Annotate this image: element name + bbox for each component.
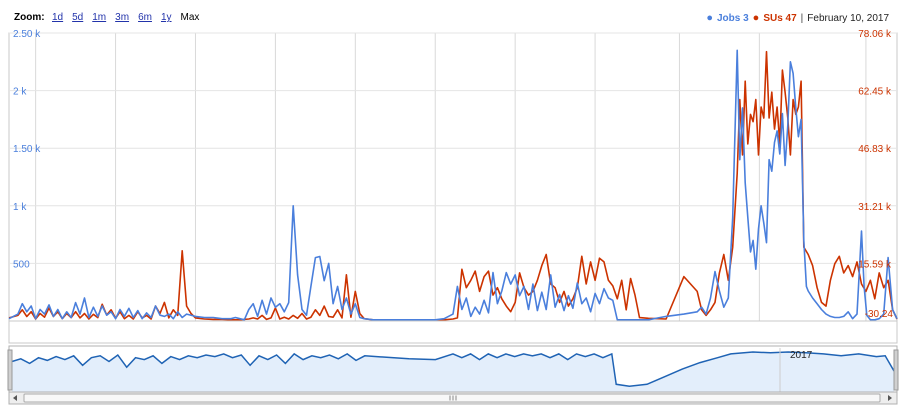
navigator-year-label: 2017 (790, 350, 813, 361)
series-lines (8, 49, 898, 321)
y-right-tick-label: 31.21 k (858, 202, 892, 213)
zoom-options: 1d 5d 1m 3m 6m 1y Max (52, 12, 199, 23)
scroll-left-icon[interactable] (13, 395, 17, 401)
zoom-1m[interactable]: 1m (92, 12, 107, 23)
jobs-legend-dot-icon: ● (706, 12, 713, 24)
vertical-grid (35, 33, 867, 321)
legend-jobs: Jobs 3 (716, 12, 749, 24)
legend-sus: SUs 47 (763, 12, 797, 24)
navigator-right-handle[interactable] (893, 349, 899, 391)
zoom-3m[interactable]: 3m (115, 12, 130, 23)
series-line-jobs (8, 49, 898, 321)
y-right-tick-label: 15.59 k (858, 259, 892, 270)
y-left-tick-label: 2 k (13, 87, 27, 98)
navigator-left-handle[interactable] (7, 349, 13, 391)
navigator-line (11, 351, 895, 387)
zoom-1y[interactable]: 1y (160, 12, 172, 23)
zoom-5d[interactable]: 5d (72, 12, 84, 23)
y-right-min-label: -30.24 (865, 309, 894, 320)
series-line-sus (8, 50, 898, 321)
y-left-tick-label: 1.50 k (13, 144, 41, 155)
plot-area (8, 32, 898, 322)
right-axis-labels: 15.59 k 31.21 k 46.83 k 62.45 k 78.06 k -30.2… (858, 29, 893, 320)
horizontal-grid (9, 32, 897, 264)
x-axis-strip (8, 320, 898, 344)
zoom-max[interactable]: Max (180, 12, 200, 23)
scrollbar-thumb[interactable] (23, 393, 881, 403)
navigator-area (12, 352, 894, 392)
zoom-1d[interactable]: 1d (52, 12, 64, 23)
zoom-label: Zoom: (14, 12, 45, 23)
legend-date: February 10, 2017 (807, 12, 889, 24)
y-right-tick-label: 78.06 k (858, 29, 892, 40)
sus-legend-dot-icon: ● (752, 12, 760, 24)
left-axis-labels: 500 1 k 1.50 k 2 k 2.50 k (13, 29, 41, 270)
range-navigator[interactable]: 2017 (7, 345, 899, 405)
y-left-tick-label: 1 k (13, 202, 27, 213)
y-right-tick-label: 62.45 k (858, 87, 892, 98)
y-left-tick-label: 500 (13, 259, 30, 270)
y-left-tick-label: 2.50 k (13, 29, 41, 40)
y-right-tick-label: 46.83 k (858, 144, 892, 155)
legend-separator: | (800, 12, 804, 24)
zoom-6m[interactable]: 6m (138, 12, 152, 23)
chart-legend: ● Jobs 3 ● SUs 47 | February 10, 2017 (706, 12, 889, 24)
chart-toolbar: Zoom: 1d 5d 1m 3m 6m 1y Max ● Jobs 3 ● SUs 47 … (0, 6, 907, 28)
scroll-right-icon[interactable] (888, 395, 892, 401)
